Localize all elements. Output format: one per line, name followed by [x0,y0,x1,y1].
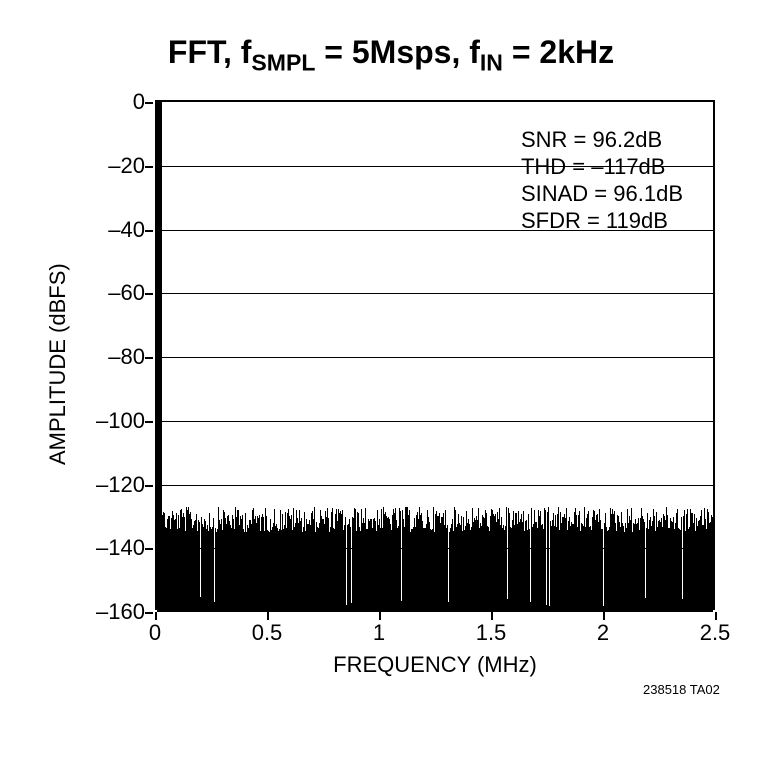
signal-peak [157,102,162,612]
x-tick-label: 0 [125,620,185,646]
gridline [157,293,713,294]
noise-floor [157,507,713,612]
title-text-1: FFT, f [168,34,252,70]
x-axis-label: FREQUENCY (MHz) [155,652,715,678]
title-text-2: = 5Msps, f [315,34,480,70]
title-text-3: = 2kHz [503,34,614,70]
gridline [157,548,713,549]
title-sub-2: IN [480,49,503,75]
x-tick-label: 2.5 [685,620,745,646]
x-tick-label: 0.5 [237,620,297,646]
y-tick-label: –60 [85,280,145,306]
x-tick-label: 1.5 [461,620,521,646]
stat-line: SFDR = 119dB [521,207,683,234]
stat-line: SINAD = 96.1dB [521,180,683,207]
y-axis-label: AMPLITUDE (dBFS) [45,263,71,465]
y-tick-label: –20 [85,153,145,179]
chart-title: FFT, fSMPL = 5Msps, fIN = 2kHz [0,34,782,76]
stat-line: SNR = 96.2dB [521,126,683,153]
stats-block: SNR = 96.2dBTHD = –117dBSINAD = 96.1dBSF… [521,126,683,234]
y-tick-label: –140 [85,535,145,561]
title-sub-1: SMPL [251,49,315,75]
gridline [157,421,713,422]
y-tick-label: –40 [85,217,145,243]
stat-line: THD = –117dB [521,153,683,180]
gridline [157,357,713,358]
footer-id: 238518 TA02 [643,682,720,697]
gridline [157,485,713,486]
y-tick-label: 0 [85,89,145,115]
x-tick-label: 1 [349,620,409,646]
chart-canvas: FFT, fSMPL = 5Msps, fIN = 2kHz SNR = 96.… [0,0,782,775]
plot-area: SNR = 96.2dBTHD = –117dBSINAD = 96.1dBSF… [155,100,715,610]
y-tick-label: –120 [85,472,145,498]
x-tick-label: 2 [573,620,633,646]
y-tick-label: –100 [85,408,145,434]
y-tick-label: –80 [85,344,145,370]
